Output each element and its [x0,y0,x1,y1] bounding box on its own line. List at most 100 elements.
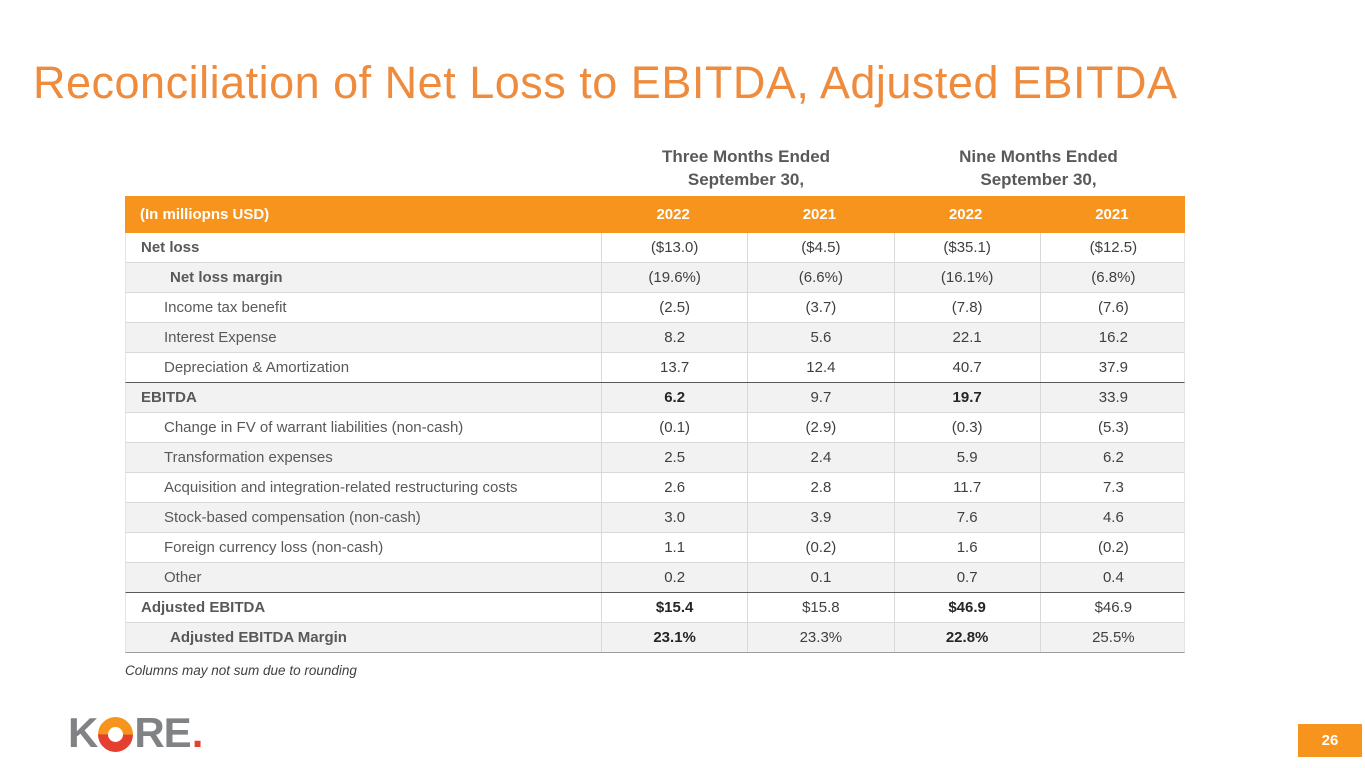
row-label: Adjusted EBITDA [141,599,266,616]
cell-value: 0.4 [1039,563,1186,592]
cell-value: ($4.5) [747,233,893,262]
cell-value: ($12.5) [1039,233,1186,262]
cell-value: ($35.1) [893,233,1040,262]
group-header-three-months: Three Months Ended September 30, [600,145,892,191]
cell-value: (0.2) [747,533,893,562]
cell-value: (0.1) [601,413,747,442]
table-row-other: Other 0.2 0.1 0.7 0.4 [125,563,1185,593]
reconciliation-table: (In milliopns USD) 2022 2021 2022 2021 N… [125,196,1185,653]
group-header-line1: Three Months Ended [661,147,831,166]
row-label: Change in FV of warrant liabilities (non… [164,419,464,436]
logo-dot: . [191,709,204,756]
table-row-adjusted-ebitda: Adjusted EBITDA $15.4 $15.8 $46.9 $46.9 [125,593,1185,623]
cell-value: 6.2 [1039,443,1186,472]
cell-value: 5.6 [747,323,893,352]
cell-value: $46.9 [893,593,1040,622]
cell-value: 1.1 [601,533,747,562]
cell-value: 11.7 [893,473,1040,502]
table-row-transformation-expenses: Transformation expenses 2.5 2.4 5.9 6.2 [125,443,1185,473]
row-label: Net loss [141,239,200,256]
cell-value: 2.6 [601,473,747,502]
cell-value: 8.2 [601,323,747,352]
row-label: Stock-based compensation (non-cash) [164,509,421,526]
cell-value: 0.2 [601,563,747,592]
row-label: Foreign currency loss (non-cash) [164,539,384,556]
logo-o-ring-icon [91,709,141,760]
cell-value: 3.0 [601,503,747,532]
cell-value: (7.8) [893,293,1040,322]
cell-value: 19.7 [893,383,1040,412]
cell-value: 7.3 [1039,473,1186,502]
cell-value: 22.1 [893,323,1040,352]
cell-value: 37.9 [1039,353,1186,382]
cell-value: $15.8 [747,593,893,622]
row-label: Depreciation & Amortization [164,359,350,376]
cell-value: (0.3) [893,413,1040,442]
cell-value: 2.8 [747,473,893,502]
group-header-nine-months: Nine Months Ended September 30, [892,145,1185,191]
cell-value: 22.8% [893,623,1040,652]
cell-value: 0.7 [893,563,1040,592]
row-label: Acquisition and integration-related rest… [164,479,518,496]
footnote: Columns may not sum due to rounding [125,663,357,678]
cell-value: 13.7 [601,353,747,382]
cell-value: (2.5) [601,293,747,322]
cell-value: 2.4 [747,443,893,472]
cell-value: $46.9 [1039,593,1186,622]
table-row-net-loss-margin: Net loss margin (19.6%) (6.6%) (16.1%) (… [125,263,1185,293]
cell-value: 33.9 [1039,383,1186,412]
table-row-adjusted-ebitda-margin: Adjusted EBITDA Margin 23.1% 23.3% 22.8%… [125,623,1185,653]
row-label: Other [164,569,202,586]
cell-value: 1.6 [893,533,1040,562]
row-label: Net loss margin [170,269,283,286]
cell-value: 3.9 [747,503,893,532]
row-label: Interest Expense [164,329,277,346]
row-label: Transformation expenses [164,449,333,466]
cell-value: (0.2) [1039,533,1186,562]
table-header-row: (In milliopns USD) 2022 2021 2022 2021 [125,196,1185,233]
cell-value: (2.9) [747,413,893,442]
table-row-income-tax-benefit: Income tax benefit (2.5) (3.7) (7.8) (7.… [125,293,1185,323]
group-header-line1: Nine Months Ended [959,147,1118,166]
logo-letter-k: K [68,709,98,756]
cell-value: (6.8%) [1039,263,1186,292]
table-row-ebitda: EBITDA 6.2 9.7 19.7 33.9 [125,383,1185,413]
cell-value: 40.7 [893,353,1040,382]
row-label: EBITDA [141,389,197,406]
cell-value: 16.2 [1039,323,1186,352]
table-row-change-fv-warrant: Change in FV of warrant liabilities (non… [125,413,1185,443]
cell-value: 25.5% [1039,623,1186,652]
table-row-foreign-currency-loss: Foreign currency loss (non-cash) 1.1 (0.… [125,533,1185,563]
cell-value: ($13.0) [601,233,747,262]
cell-value: (7.6) [1039,293,1186,322]
table-row-net-loss: Net loss ($13.0) ($4.5) ($35.1) ($12.5) [125,233,1185,263]
cell-value: (19.6%) [601,263,747,292]
cell-value: $15.4 [601,593,747,622]
slide-title: Reconciliation of Net Loss to EBITDA, Ad… [33,57,1178,108]
row-label: Adjusted EBITDA Margin [170,629,347,646]
cell-value: 23.3% [747,623,893,652]
cell-value: 5.9 [893,443,1040,472]
logo-letters-re: RE [134,709,191,756]
cell-value: 0.1 [747,563,893,592]
cell-value: 9.7 [747,383,893,412]
page-number: 26 [1321,732,1339,749]
table-row-stock-based-compensation: Stock-based compensation (non-cash) 3.0 … [125,503,1185,533]
cell-value: 2.5 [601,443,747,472]
cell-value: (3.7) [747,293,893,322]
cell-value: 23.1% [601,623,747,652]
kore-logo: K RE . [68,709,204,760]
cell-value: 12.4 [747,353,893,382]
table-row-acquisition-restructuring: Acquisition and integration-related rest… [125,473,1185,503]
group-header-line2: September 30, [980,170,1097,189]
year-header: 2021 [1095,206,1129,223]
group-header-line2: September 30, [687,170,805,189]
cell-value: (16.1%) [893,263,1040,292]
cell-value: 7.6 [893,503,1040,532]
cell-value: 4.6 [1039,503,1186,532]
cell-value: (5.3) [1039,413,1186,442]
table-row-depreciation-amortization: Depreciation & Amortization 13.7 12.4 40… [125,353,1185,383]
row-label: Income tax benefit [164,299,287,316]
page-number-badge: 26 [1298,724,1362,757]
